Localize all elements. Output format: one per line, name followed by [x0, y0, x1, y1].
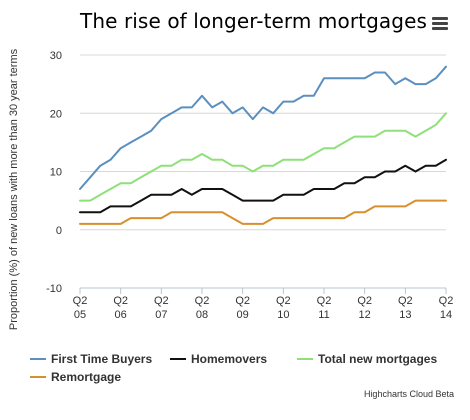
- legend-item[interactable]: Remortgage: [30, 370, 121, 384]
- x-tick-quarter-label: Q2: [276, 295, 291, 307]
- legend-item[interactable]: Total new mortgages: [297, 352, 437, 366]
- series-line-1[interactable]: [79, 158, 447, 214]
- series-line-3[interactable]: [79, 199, 447, 225]
- y-tick-label: 20: [50, 108, 62, 120]
- chart-title: The rise of longer-term mortgages: [80, 9, 427, 33]
- x-tick-year-label: 09: [237, 309, 249, 321]
- x-tick-quarter-label: Q2: [113, 295, 128, 307]
- y-tick-label: -10: [46, 283, 62, 295]
- x-tick-year-label: 12: [359, 309, 371, 321]
- y-tick-label: 0: [56, 225, 62, 237]
- x-tick-year-label: 10: [277, 309, 289, 321]
- x-tick-quarter-label: Q2: [195, 295, 210, 307]
- x-tick-quarter-label: Q2: [154, 295, 169, 307]
- legend-item[interactable]: First Time Buyers: [30, 352, 152, 366]
- series-line-0[interactable]: [79, 65, 447, 190]
- legend-label: Homemovers: [191, 352, 267, 366]
- x-tick-quarter-label: Q2: [439, 295, 454, 307]
- y-axis-title: Proportion (%) of new loans with more th…: [8, 48, 20, 330]
- x-tick-year-label: 13: [399, 309, 411, 321]
- y-tick-label: 10: [50, 167, 62, 179]
- hamburger-menu-icon[interactable]: [432, 17, 448, 30]
- y-tick-label: 30: [50, 50, 62, 62]
- x-tick-year-label: 14: [440, 309, 452, 321]
- x-tick-year-label: 05: [74, 309, 86, 321]
- x-tick-year-label: 06: [115, 309, 127, 321]
- series-line-2[interactable]: [79, 112, 447, 202]
- x-tick-year-label: 11: [318, 309, 329, 321]
- x-tick-quarter-label: Q2: [317, 295, 332, 307]
- credits-text: Highcharts Cloud Beta: [363, 389, 454, 399]
- legend-label: Remortgage: [51, 370, 121, 384]
- legend-label: First Time Buyers: [51, 352, 152, 366]
- x-tick-quarter-label: Q2: [235, 295, 250, 307]
- legend-label: Total new mortgages: [318, 352, 437, 366]
- x-tick-quarter-label: Q2: [357, 295, 372, 307]
- x-tick-quarter-label: Q2: [73, 295, 88, 307]
- x-tick-year-label: 07: [155, 309, 167, 321]
- x-tick-year-label: 08: [196, 309, 208, 321]
- x-tick-quarter-label: Q2: [398, 295, 413, 307]
- legend-item[interactable]: Homemovers: [170, 352, 267, 366]
